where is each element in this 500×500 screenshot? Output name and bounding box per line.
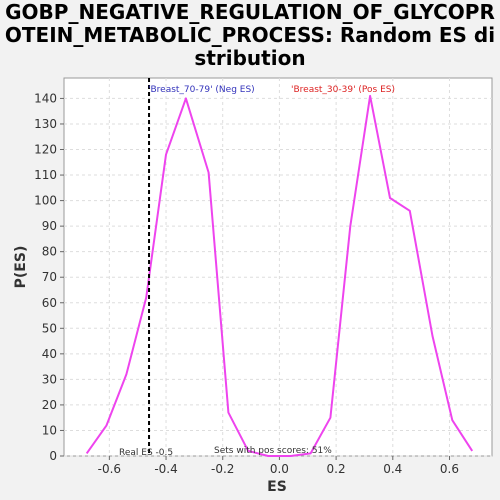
y-tick-label: 100	[34, 194, 57, 208]
plot-area	[63, 77, 493, 457]
x-tick-label: 0.4	[383, 462, 402, 476]
y-tick-label: 110	[34, 168, 57, 182]
y-tick-label: 60	[42, 296, 57, 310]
y-tick-label: 120	[34, 143, 57, 157]
y-tick-label: 90	[42, 219, 57, 233]
es-distribution-line	[85, 94, 474, 457]
x-tick-label: 0.2	[327, 462, 346, 476]
y-tick-label: 40	[42, 347, 57, 361]
y-tick-label: 20	[42, 398, 57, 412]
x-axis-title: ES	[267, 479, 287, 495]
neg-es-label: 'Breast_70-79' (Neg ES)	[148, 85, 255, 95]
y-tick-label: 10	[42, 423, 57, 437]
annotations: 'Breast_70-79' (Neg ES) 'Breast_30-39' (…	[119, 85, 395, 458]
real-es-label: Real ES -0.5	[119, 448, 173, 458]
x-tick-label: 0.6	[440, 462, 459, 476]
pos-scores-label: Sets with pos scores: 51%	[214, 446, 332, 456]
y-axis-title: P(ES)	[13, 246, 29, 289]
y-tick-label: 50	[42, 321, 57, 335]
y-tick-label: 140	[34, 91, 57, 105]
series-layer	[85, 78, 474, 457]
x-tick-label: -0.2	[211, 462, 234, 476]
axis-ticks: 0 10 20 30 40 50 60 70 80 90 100 110 120 130 140 -0.6 -0…	[34, 91, 459, 476]
y-tick-label: 80	[42, 245, 57, 259]
y-tick-label: 30	[42, 372, 57, 386]
x-tick-label: -0.4	[154, 462, 177, 476]
chart-title: GOBP_NEGATIVE_REGULATION_OF_GLYCOPROTEIN…	[4, 0, 496, 70]
y-tick-label: 0	[49, 449, 57, 463]
pos-es-label: 'Breast_30-39' (Pos ES)	[291, 85, 395, 95]
x-tick-label: 0.0	[270, 462, 289, 476]
y-tick-label: 70	[42, 270, 57, 284]
y-tick-label: 130	[34, 117, 57, 131]
x-tick-label: -0.6	[98, 462, 121, 476]
grid-lines	[64, 78, 492, 457]
